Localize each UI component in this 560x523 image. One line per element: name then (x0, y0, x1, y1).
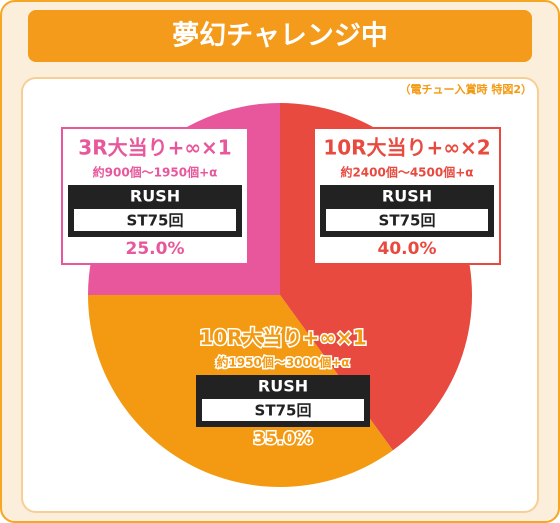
slice-range: 約1950個～3000個+α (216, 355, 349, 370)
subtitle: （電チュー入賞時 特図2） (400, 82, 532, 96)
slice-label: 10R大当り+∞×2 (323, 136, 490, 160)
slice-mode: RUSH (382, 187, 432, 206)
value-label: 35.0% (254, 429, 313, 449)
value-label: 40.0% (378, 239, 437, 259)
chart-title: 夢幻チャレンジ中 (172, 21, 388, 52)
slice-label: 10R大当り+∞×1 (199, 326, 366, 350)
slice-mode: RUSH (130, 187, 180, 206)
st-box (202, 399, 364, 421)
slice-label: 3R大当り+∞×1 (78, 136, 231, 160)
slice-st: ST75回 (127, 212, 184, 230)
title-banner (28, 10, 532, 62)
slice-range: 約2400個～4500個+α (340, 165, 473, 180)
slice-mode: RUSH (258, 377, 308, 396)
st-box (326, 209, 488, 231)
slice-st: ST75回 (255, 402, 312, 420)
value-label: 25.0% (126, 239, 185, 259)
slice-range: 約900個～1950個+α (93, 165, 218, 180)
slice-st: ST75回 (379, 212, 436, 230)
st-box (74, 209, 236, 231)
